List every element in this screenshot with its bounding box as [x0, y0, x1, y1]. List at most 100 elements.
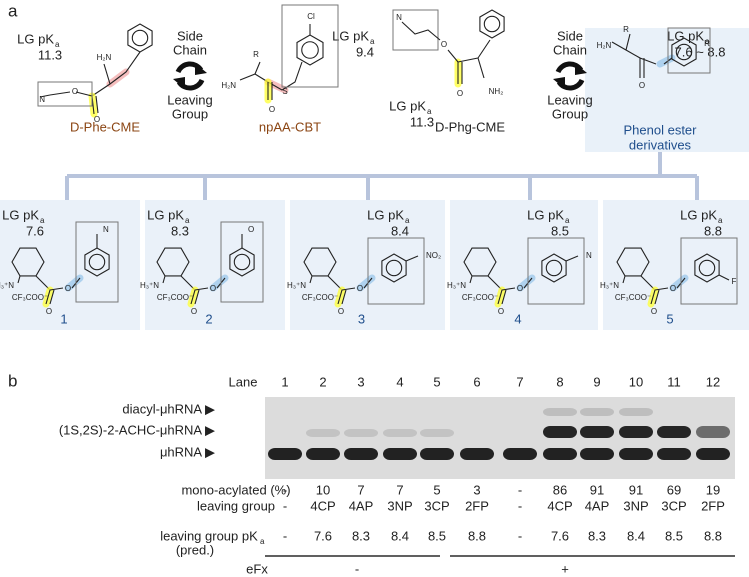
lg-label: LG pK	[332, 28, 369, 43]
group-box	[75, 221, 119, 303]
bond	[650, 277, 686, 305]
cell: 91	[590, 482, 604, 497]
bond	[49, 91, 99, 115]
bond	[45, 277, 81, 305]
cell: 7.6	[551, 528, 569, 543]
cell: 3NP	[623, 498, 648, 513]
lg-pka-value: 8.5	[551, 223, 569, 238]
lane-title: Lane	[229, 374, 258, 389]
aromatic	[131, 29, 149, 47]
compound-id: 4	[514, 311, 521, 326]
panel-label: a	[8, 1, 18, 20]
gel-band	[503, 448, 537, 460]
row-label: leaving group pK	[160, 528, 258, 543]
lane-label: 2	[319, 374, 326, 389]
gel-band	[344, 429, 378, 437]
gel-band	[580, 408, 614, 416]
lane-label: 4	[396, 374, 403, 389]
cell: -	[283, 482, 287, 497]
atom: O	[457, 89, 463, 98]
bond	[447, 39, 491, 84]
cell: 86	[553, 482, 567, 497]
gel-band	[306, 448, 340, 460]
band-label: μhRNA ▶	[160, 444, 215, 459]
aromatic	[233, 253, 251, 271]
phenol-box	[585, 28, 749, 152]
atom: O	[441, 40, 447, 49]
group-box	[220, 221, 264, 303]
lg-label: LG pK	[680, 207, 717, 222]
lg-sub: a	[370, 37, 375, 46]
atom: CF₃COO⁻	[462, 293, 498, 302]
bond	[239, 61, 273, 100]
atom: O	[46, 307, 52, 316]
lg-sub: a	[185, 216, 190, 225]
gel-band	[383, 448, 417, 460]
atom: O	[498, 307, 504, 316]
efx-group: -	[355, 561, 359, 576]
atom: R	[253, 50, 259, 59]
gel-band	[619, 408, 653, 416]
cell: 3NP	[387, 498, 412, 513]
atom: O	[651, 307, 657, 316]
group-box	[680, 237, 738, 305]
cell: 8.5	[665, 528, 683, 543]
gel-band	[543, 448, 577, 460]
cell: 3	[473, 482, 480, 497]
bond	[718, 274, 730, 281]
bond	[11, 247, 45, 277]
atom: H₂N	[221, 81, 236, 90]
arrow-head	[173, 77, 185, 89]
atom: N	[396, 13, 402, 22]
compound-id: 3	[358, 311, 365, 326]
band-label: diacyl-μhRNA ▶	[122, 401, 215, 416]
arrow-label: Leaving	[167, 92, 213, 107]
bond	[254, 61, 303, 91]
bond	[39, 94, 51, 98]
atom: H₂N	[597, 41, 612, 50]
row-label: leaving group	[197, 498, 275, 513]
lg-label: LG pK	[147, 207, 184, 222]
cell: 8.4	[627, 528, 645, 543]
cell: 2FP	[701, 498, 725, 513]
bond	[296, 34, 324, 66]
cell: 8.8	[468, 528, 486, 543]
cell: -	[518, 528, 522, 543]
group-box	[392, 9, 439, 51]
substituent: N	[586, 251, 592, 260]
arrow-label: Group	[552, 106, 588, 121]
aromatic	[675, 43, 693, 61]
bond	[401, 21, 441, 41]
gel-image	[265, 397, 735, 479]
atom: H₃⁺N	[0, 281, 14, 290]
atom: N	[39, 95, 45, 104]
aromatic	[301, 41, 319, 59]
gel-band	[460, 448, 494, 460]
gel-band	[619, 448, 653, 460]
lane-label: 10	[629, 374, 643, 389]
cell: 3CP	[424, 498, 449, 513]
lane-label: 5	[433, 374, 440, 389]
bond	[84, 247, 110, 277]
gel-band	[420, 429, 454, 437]
gel-band	[306, 429, 340, 437]
atom: O	[338, 307, 344, 316]
row-label: mono-acylated (%)	[181, 482, 290, 497]
row-label: (pred.)	[176, 542, 214, 557]
arrow-label: Group	[172, 106, 208, 121]
arrow-head	[575, 63, 587, 75]
lane-label: 9	[593, 374, 600, 389]
lg-pka-value: 8.3	[171, 223, 189, 238]
lg-sub: a	[705, 37, 710, 46]
cell: 8.3	[588, 528, 606, 543]
lg-pka-value: 7.6	[26, 223, 44, 238]
lg-label: LG pK	[367, 207, 404, 222]
lg-pka-value: 11.3	[410, 114, 434, 129]
lg-pka-value: 8.4	[391, 223, 409, 238]
gel-band	[696, 448, 730, 460]
atom: R	[623, 25, 629, 34]
atom: O	[191, 307, 197, 316]
bond	[127, 23, 153, 53]
bond	[694, 253, 720, 283]
substituent: NO₂	[426, 251, 441, 260]
